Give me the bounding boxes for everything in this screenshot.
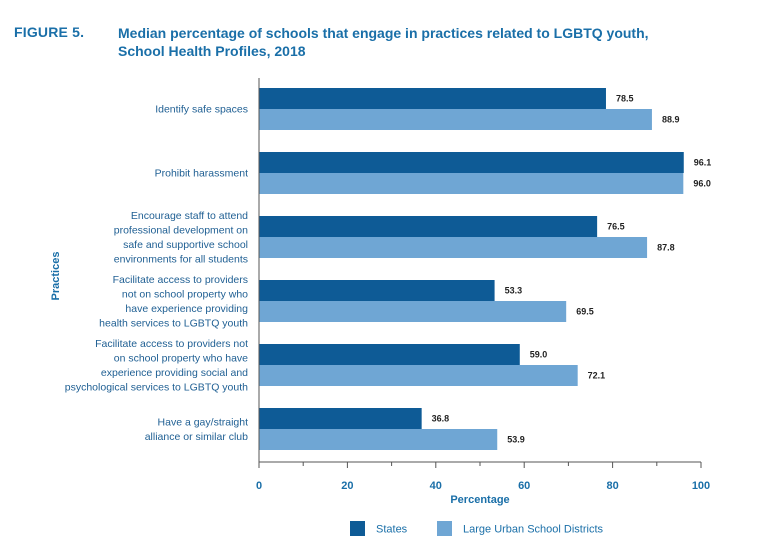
category-label-line: health services to LGBTQ youth — [99, 317, 248, 329]
figure-title: Median percentage of schools that engage… — [118, 24, 718, 60]
figure-title-line-2: School Health Profiles, 2018 — [118, 43, 306, 59]
category-label-line: experience providing social and — [101, 367, 248, 379]
category-label-line: not on school property who — [122, 288, 248, 300]
category-label-5: Have a gay/straight alliance or similar c… — [145, 416, 248, 443]
x-axis: 0 20 40 60 80 100 — [256, 78, 710, 492]
bar-districts-0 — [259, 109, 652, 130]
bar-districts-5 — [259, 429, 498, 450]
category-label-line: safe and supportive school — [123, 239, 248, 251]
x-tick-label: 0 — [256, 480, 262, 492]
x-tick-label: 20 — [341, 480, 353, 492]
data-label-districts-4: 72.1 — [588, 371, 606, 381]
data-label-districts-2: 87.8 — [657, 243, 675, 253]
legend-swatch-districts — [437, 521, 452, 536]
category-label-line: Identify safe spaces — [155, 104, 248, 116]
bars-layer: 78.5 88.9 96.1 96.0 76.5 87.8 53.3 69.5 59.0 72.1… — [259, 88, 711, 450]
category-label-line: on school property who have — [114, 352, 248, 364]
data-label-states-0: 78.5 — [616, 94, 634, 104]
figure-title-line-1: Median percentage of schools that engage… — [118, 25, 649, 41]
category-label-0: Identify safe spaces — [155, 104, 248, 116]
data-label-districts-1: 96.0 — [693, 179, 711, 189]
data-label-states-3: 53.3 — [505, 286, 523, 296]
bar-districts-4 — [259, 365, 578, 386]
x-tick-label: 60 — [518, 480, 530, 492]
bar-districts-3 — [259, 301, 567, 322]
category-label-line: psychological services to LGBTQ youth — [65, 381, 248, 393]
bar-states-2 — [259, 216, 598, 237]
data-label-districts-0: 88.9 — [662, 115, 680, 125]
category-label-line: Prohibit harassment — [155, 168, 248, 180]
category-label-line: Encourage staff to attend — [131, 210, 248, 222]
category-label-2: Encourage staff to attend professional de… — [114, 210, 248, 266]
data-label-states-4: 59.0 — [530, 350, 548, 360]
legend-swatch-states — [350, 521, 365, 536]
data-label-states-1: 96.1 — [694, 158, 712, 168]
x-tick-label: 80 — [606, 480, 618, 492]
data-label-states-2: 76.5 — [607, 222, 625, 232]
bar-districts-2 — [259, 237, 648, 258]
y-axis-title: Practices — [50, 252, 62, 301]
figure-label: FIGURE 5. — [14, 24, 85, 40]
bar-states-0 — [259, 88, 606, 109]
x-tick-label: 100 — [692, 480, 710, 492]
category-labels: Identify safe spaces Prohibit harassment E… — [65, 104, 248, 443]
bar-districts-1 — [259, 173, 684, 194]
bar-states-4 — [259, 344, 520, 365]
legend: States Large Urban School Districts — [350, 521, 604, 536]
bar-states-1 — [259, 152, 684, 173]
data-label-states-5: 36.8 — [432, 414, 450, 424]
category-label-line: Have a gay/straight — [158, 416, 249, 428]
category-label-line: alliance or similar club — [145, 431, 248, 443]
category-label-line: professional development on — [114, 224, 248, 236]
data-label-districts-3: 69.5 — [576, 307, 594, 317]
x-tick-label: 40 — [430, 480, 442, 492]
category-label-1: Prohibit harassment — [155, 168, 248, 180]
category-label-4: Facilitate access to providers not on sch… — [65, 338, 248, 394]
x-axis-title: Percentage — [450, 494, 509, 506]
bar-states-3 — [259, 280, 495, 301]
data-label-districts-5: 53.9 — [507, 435, 525, 445]
category-label-line: Facilitate access to providers not — [95, 338, 248, 350]
legend-label-districts: Large Urban School Districts — [463, 524, 604, 536]
bar-states-5 — [259, 408, 422, 429]
category-label-line: Facilitate access to providers — [113, 274, 248, 286]
category-label-3: Facilitate access to providers not on sch… — [99, 274, 248, 330]
legend-label-states: States — [376, 524, 408, 536]
category-label-line: have experience providing — [125, 303, 248, 315]
category-label-line: environments for all students — [114, 253, 248, 265]
